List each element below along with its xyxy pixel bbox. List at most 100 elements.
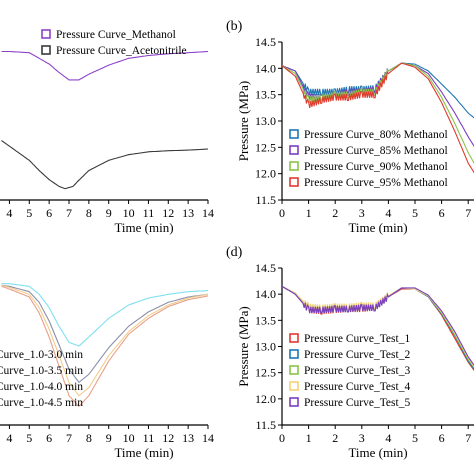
panel-label: (b) <box>226 19 243 34</box>
x-tick-label: 12 <box>162 431 174 445</box>
x-tick-label: 6 <box>439 431 445 445</box>
legend-swatch <box>289 129 299 139</box>
x-tick-label: 4 <box>385 431 391 445</box>
y-axis-title: Pressure (MPa) <box>236 306 251 387</box>
x-tick-label: 11 <box>143 431 155 445</box>
x-tick-label: 6 <box>46 431 52 445</box>
x-tick-label: 6 <box>46 206 52 220</box>
series-line-2 <box>1 284 208 384</box>
series-line-1 <box>282 62 474 119</box>
x-tick-label: 10 <box>123 431 135 445</box>
legend-entry: Pressure Curve_1.0-3.5 min <box>0 365 83 377</box>
x-tick-label: 11 <box>143 206 155 220</box>
x-tick-label: 5 <box>412 431 418 445</box>
panel-a: 4 5 6 7 8 9 10 11 12 13 14 Time (min) Pressure Curve… <box>0 29 214 235</box>
x-tick-label: 14 <box>202 431 214 445</box>
legend-entry: Pressure Curve_80% Methanol <box>304 129 448 141</box>
legend-swatch <box>289 381 299 391</box>
series-line-3 <box>282 62 474 165</box>
legend-entry: Pressure Curve_Test_3 <box>304 365 410 377</box>
y-tick-label: 14.5 <box>255 35 276 49</box>
y-tick-label: 11.5 <box>255 418 276 432</box>
x-tick-label: 7 <box>465 206 471 220</box>
series-line-4 <box>282 285 474 368</box>
x-tick-label: 4 <box>385 206 391 220</box>
series-line-5 <box>282 285 474 366</box>
y-tick-label: 13.5 <box>255 313 276 327</box>
legend-swatch <box>41 29 51 39</box>
legend-swatch <box>289 145 299 155</box>
y-tick-label: 12.5 <box>255 140 276 154</box>
series-group <box>282 285 474 372</box>
series-line-1 <box>1 283 208 347</box>
panel-b: 0 1 2 3 4 5 6 7 11.5 12.0 12.5 13.0 13.5 14.0 14.5 Time… <box>226 19 474 235</box>
x-axis-title: Time (min) <box>114 220 173 235</box>
y-tick-label: 14.0 <box>255 287 276 301</box>
y-tick-label: 11.5 <box>255 193 276 207</box>
legend-entry: Pressure Curve_1.0-4.5 min <box>0 397 83 409</box>
legend: Pressure Curve_Methanol Pressure Curve_Ac… <box>41 29 187 57</box>
legend-swatch <box>289 177 299 187</box>
series-line-1 <box>1 50 208 81</box>
panel-d: 0 1 2 3 4 5 6 7 11.5 12.0 12.5 13.0 13.5 14.0 14.5 Time… <box>226 245 474 460</box>
legend-entry: Pressure Curve_90% Methanol <box>304 161 448 173</box>
legend: Pressure Curve_80% Methanol Pressure Curv… <box>289 129 448 189</box>
series-line-3 <box>1 284 208 397</box>
x-tick-label: 5 <box>26 206 32 220</box>
y-tick-label: 12.0 <box>255 392 276 406</box>
x-tick-label: 5 <box>26 431 32 445</box>
y-tick-label: 13.0 <box>255 114 276 128</box>
x-axis-title: Time (min) <box>348 445 407 460</box>
x-tick-label: 10 <box>123 206 135 220</box>
x-tick-label: 13 <box>182 431 194 445</box>
x-tick-label: 14 <box>202 206 214 220</box>
x-tick-label: 8 <box>86 431 92 445</box>
legend-entry: Pressure Curve_Methanol <box>56 29 176 41</box>
legend-entry: Pressure Curve_Acetonitrile <box>56 45 187 57</box>
x-tick-label: 6 <box>439 206 445 220</box>
x-axis-title: Time (min) <box>114 445 173 460</box>
x-tick-label: 9 <box>106 431 112 445</box>
y-tick-label: 13.5 <box>255 88 276 102</box>
series-line-2 <box>1 140 208 190</box>
legend-entry: Pressure Curve_1.0-3.0 min <box>0 349 83 361</box>
legend-entry: Pressure Curve_Test_1 <box>304 333 410 345</box>
series-line-4 <box>282 62 474 174</box>
legend: Pressure Curve_1.0-3.0 min Pressure Curve… <box>0 349 83 409</box>
series-group <box>1 50 208 190</box>
x-tick-label: 2 <box>332 206 338 220</box>
legend-entry: Pressure Curve_Test_5 <box>304 397 410 409</box>
legend-entry: Pressure Curve_95% Methanol <box>304 177 448 189</box>
legend-entry: Pressure Curve_1.0-4.0 min <box>0 381 83 393</box>
y-axis-title: Pressure (MPa) <box>236 81 251 162</box>
x-tick-label: 1 <box>306 206 312 220</box>
series-line-4 <box>1 285 208 408</box>
y-tick-label: 12.0 <box>255 167 276 181</box>
y-tick-label: 12.5 <box>255 366 276 380</box>
y-tick-label: 14.5 <box>255 261 276 275</box>
series-group <box>1 283 208 408</box>
x-tick-label: 4 <box>6 206 12 220</box>
x-tick-label: 3 <box>359 431 365 445</box>
x-axis-title: Time (min) <box>348 220 407 235</box>
legend-entry: Pressure Curve_85% Methanol <box>304 145 448 157</box>
x-tick-label: 7 <box>465 431 471 445</box>
legend-entry: Pressure Curve_Test_2 <box>304 349 410 361</box>
x-tick-label: 8 <box>86 206 92 220</box>
y-tick-label: 13.0 <box>255 340 276 354</box>
legend-swatch <box>289 333 299 343</box>
legend-swatch <box>41 45 51 55</box>
x-tick-label: 13 <box>182 206 194 220</box>
x-tick-label: 1 <box>306 431 312 445</box>
x-tick-label: 7 <box>66 206 72 220</box>
x-tick-label: 3 <box>359 206 365 220</box>
series-group <box>282 62 474 174</box>
x-tick-label: 2 <box>332 431 338 445</box>
legend-swatch <box>289 349 299 359</box>
legend-swatch <box>289 161 299 171</box>
legend: Pressure Curve_Test_1 Pressure Curve_Test… <box>289 333 410 409</box>
x-tick-label: 4 <box>6 431 12 445</box>
x-tick-label: 7 <box>66 431 72 445</box>
